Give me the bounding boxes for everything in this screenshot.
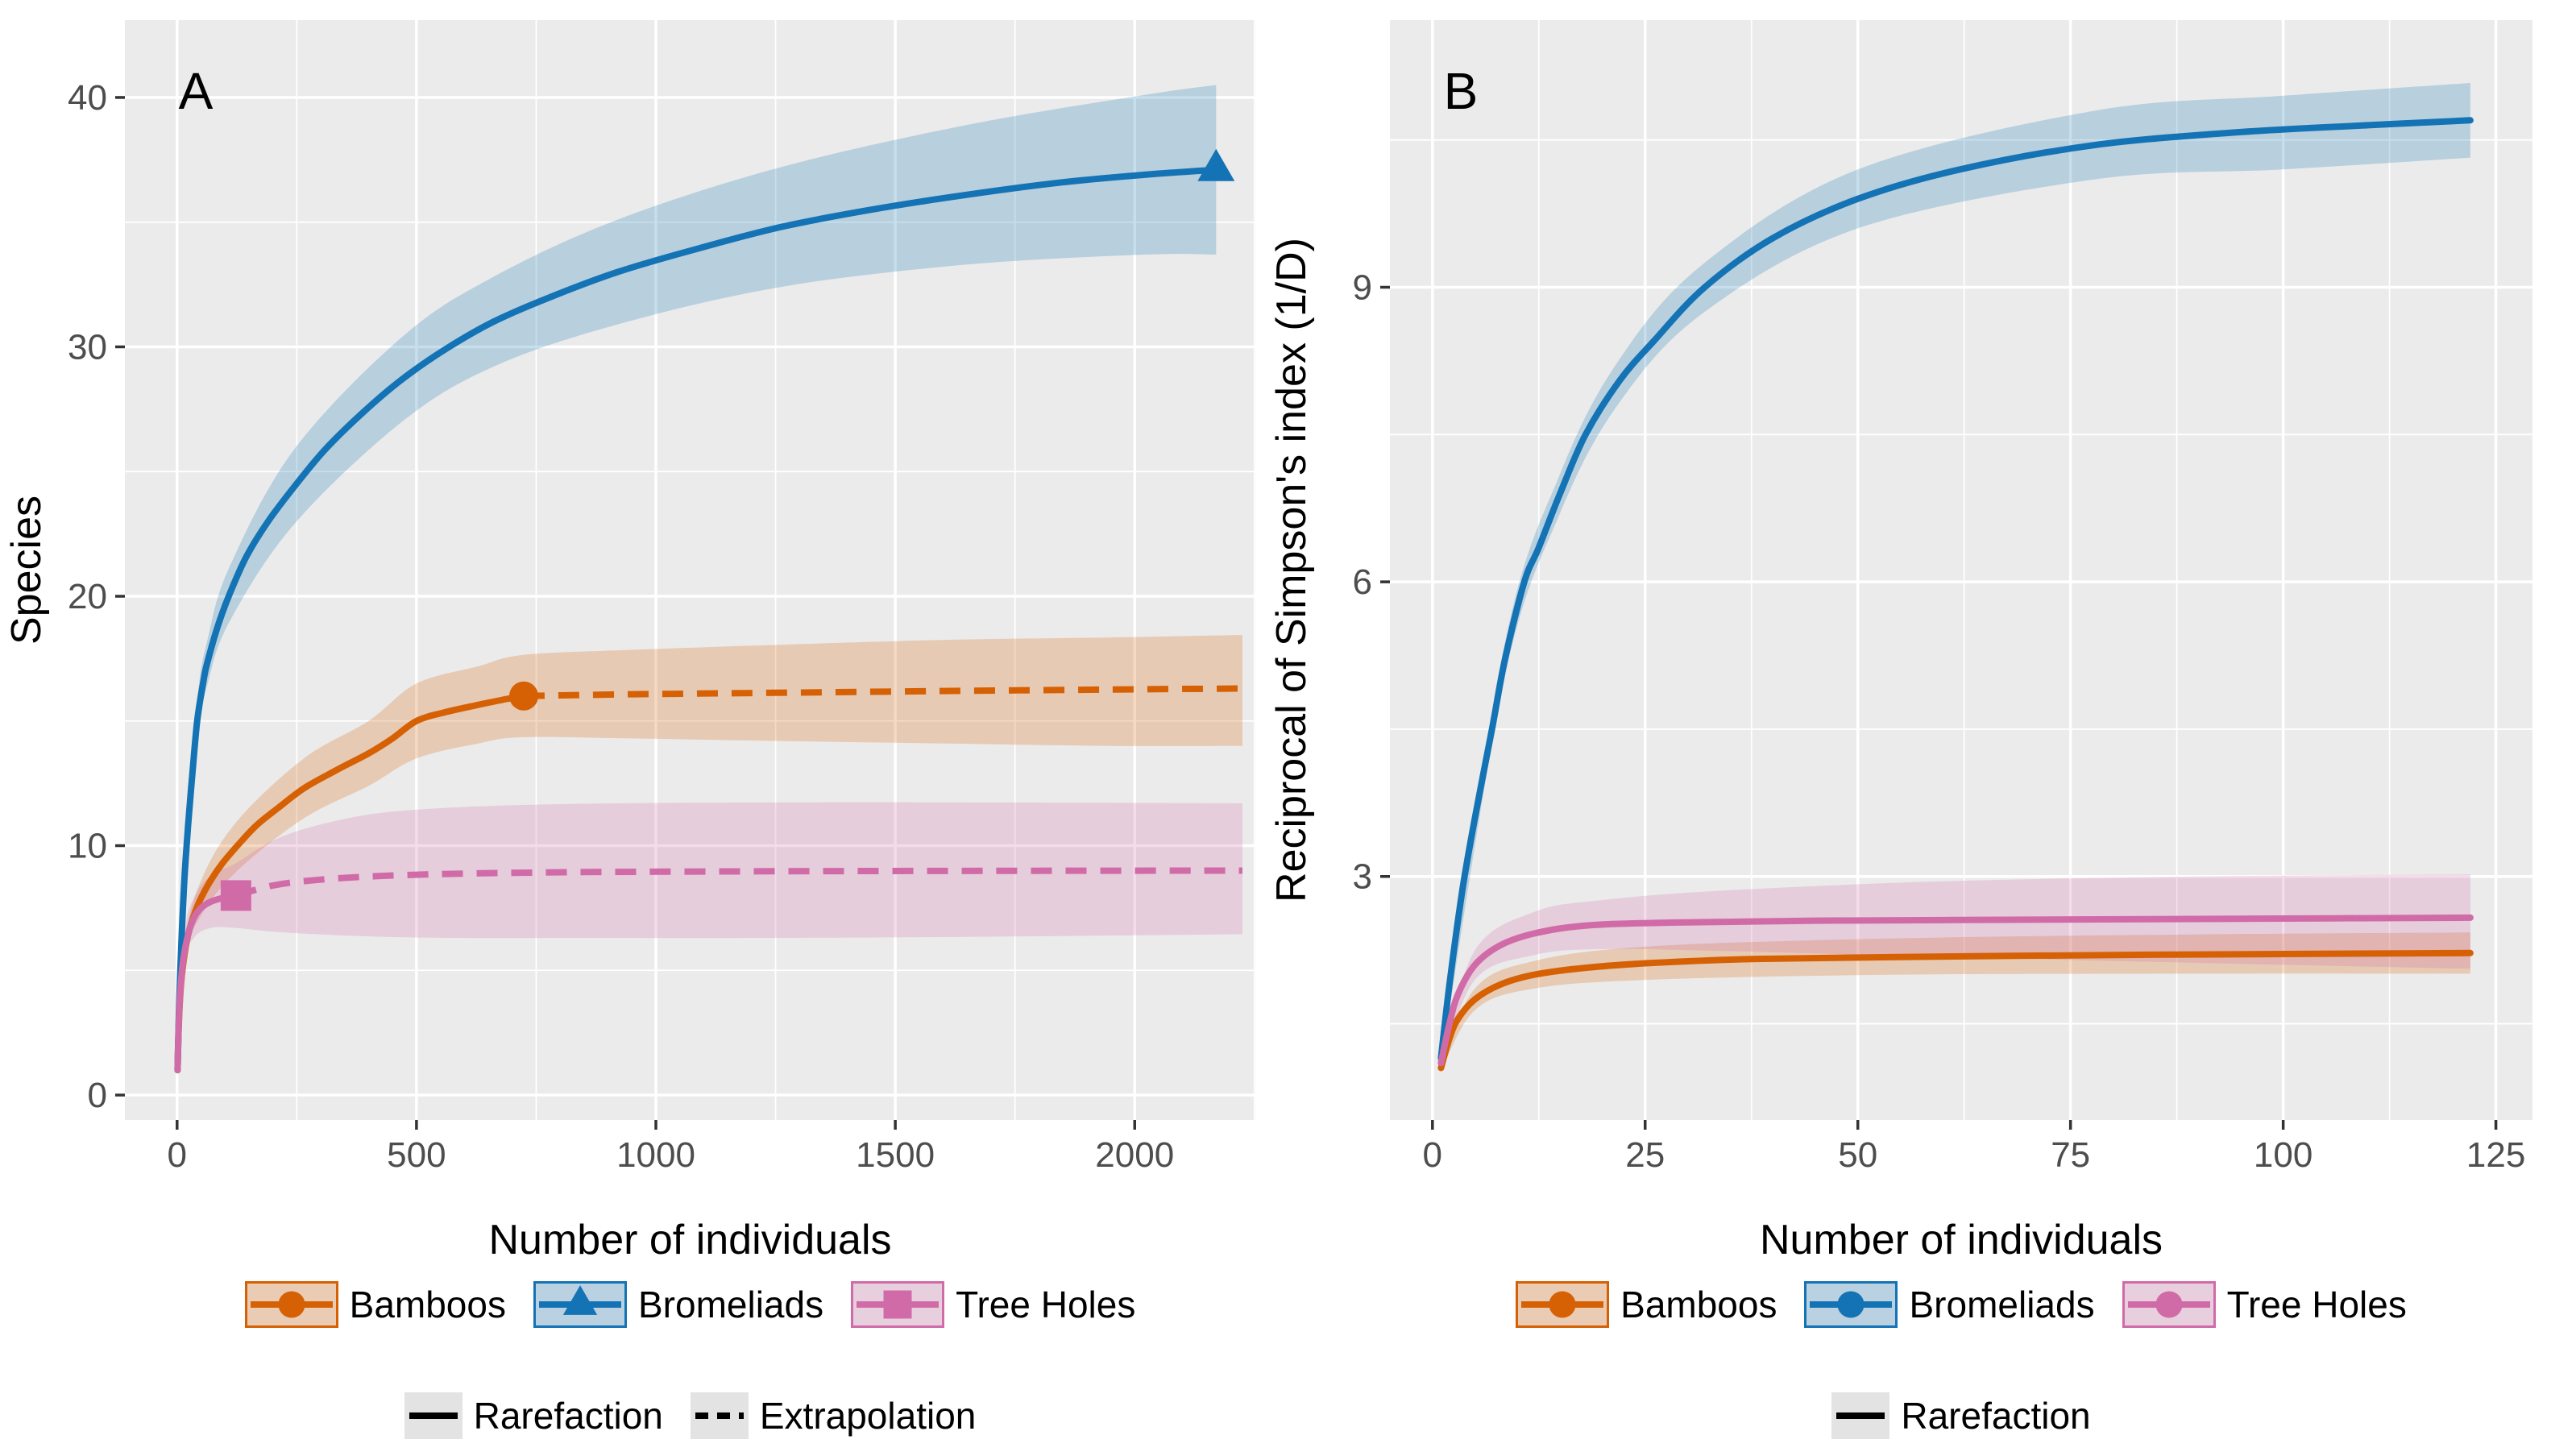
panel-a-series-legend: Bamboos Bromeliads Tree Holes (125, 1281, 1255, 1328)
panel-a-plot-background (125, 20, 1255, 1120)
panel-b: 0 25 50 75 100 125 3 6 9 Number of individuals Rec… (1268, 20, 2532, 1263)
panel-a-x-tick-label: 500 (387, 1135, 446, 1175)
panel-b-grid (1390, 20, 2532, 1120)
legend-item-extrapolation: Extrapolation (690, 1392, 977, 1439)
legend-item-rarefaction: Rarefaction (1831, 1392, 2091, 1439)
panel-b-bromeliads-rarefaction-line (1437, 117, 2474, 1062)
panel-b-linetype-legend: Rarefaction (1390, 1392, 2532, 1439)
legend-key-tree-holes (2122, 1281, 2216, 1328)
panel-b-x-tick-label: 0 (1423, 1135, 1442, 1175)
panel-a-x-tick-label: 0 (168, 1135, 187, 1175)
panel-a: 0 500 1000 1500 2000 0 10 20 30 40 Number of indiv… (3, 20, 1255, 1263)
legend-label-bromeliads: Bromeliads (637, 1284, 824, 1325)
panel-b-y-tick-label: 6 (1353, 562, 1372, 602)
panel-a-x-tick-label: 1000 (616, 1135, 695, 1175)
panel-a-bromeliads-confidence-band (177, 85, 1217, 1072)
panel-a-tree-holes-extrapolation-line (234, 867, 1243, 899)
panel-a-y-axis-title: Species (3, 496, 50, 645)
panel-a-x-axis-title: Number of individuals (488, 1217, 891, 1263)
panel-a-grid (125, 20, 1255, 1120)
legend-item-tree-holes: Tree Holes (851, 1281, 1135, 1328)
circle-icon (2155, 1291, 2183, 1318)
panel-b-x-tick-label: 100 (2254, 1135, 2312, 1175)
legend-label-tree-holes: Tree Holes (2226, 1284, 2407, 1325)
panel-b-x-axis-title: Number of individuals (1760, 1217, 2163, 1263)
legend-key-extrapolation (690, 1392, 749, 1439)
panel-b-series-legend: Bamboos Bromeliads Tree Holes (1390, 1281, 2532, 1328)
panel-a-bamboos-confidence-band (177, 635, 1242, 1072)
legend-key-tree-holes (851, 1281, 945, 1328)
panel-b-y-tick-label: 9 (1353, 268, 1372, 307)
panel-b-x-tick-label: 25 (1625, 1135, 1665, 1175)
circle-icon (1549, 1291, 1576, 1318)
panel-b-bamboos-confidence-band (1441, 932, 2470, 1072)
panel-a-y-tick-label: 10 (68, 826, 107, 865)
legend-key-bamboos (244, 1281, 338, 1328)
legend-label-rarefaction: Rarefaction (473, 1395, 663, 1437)
panel-a-bromeliads-marker (1197, 148, 1235, 181)
legend-label-extrapolation: Extrapolation (759, 1395, 977, 1437)
legend-item-bromeliads: Bromeliads (1804, 1281, 2095, 1328)
panel-b-y-tick-label: 3 (1353, 857, 1372, 897)
legend-label-rarefaction: Rarefaction (1901, 1395, 2091, 1437)
panel-a-linetype-legend: Rarefaction Extrapolation (125, 1392, 1255, 1439)
legend-key-rarefaction (404, 1392, 462, 1439)
legend-item-bamboos: Bamboos (1516, 1281, 1777, 1328)
panel-a-x-tick-label: 1500 (856, 1135, 935, 1175)
legend-key-rarefaction (1831, 1392, 1890, 1439)
legend-label-tree-holes: Tree Holes (956, 1284, 1136, 1325)
panel-a-bamboos-marker (509, 681, 539, 711)
panel-a-tree-holes-rarefaction-line (174, 892, 239, 1074)
legend-label-bamboos: Bamboos (349, 1284, 506, 1325)
circle-icon (1837, 1291, 1865, 1318)
panel-b-y-axis-title: Reciprocal of Simpson's index (1/D) (1268, 238, 1315, 902)
legend-key-bamboos (1516, 1281, 1610, 1328)
legend-item-bamboos: Bamboos (244, 1281, 506, 1328)
legend-key-bromeliads (533, 1281, 627, 1328)
legend-label-bromeliads: Bromeliads (1909, 1284, 2095, 1325)
panel-a-bamboos-extrapolation-line (523, 685, 1243, 699)
circle-icon (278, 1291, 305, 1318)
panel-a-y-tick-label: 20 (68, 577, 107, 616)
panel-b-x-tick-label: 125 (2466, 1135, 2525, 1175)
panel-b-label: B (1444, 62, 1479, 120)
legend-item-tree-holes: Tree Holes (2122, 1281, 2407, 1328)
legend-label-bamboos: Bamboos (1620, 1284, 1777, 1325)
panel-b-bamboos-rarefaction-line (1437, 949, 2474, 1072)
panel-a-y-tick-label: 30 (68, 327, 107, 367)
panel-a-tree-holes-marker (220, 880, 251, 911)
panel-a-y-tick-label: 40 (68, 78, 107, 118)
square-icon (883, 1290, 912, 1319)
panel-a-label: A (179, 62, 214, 120)
panel-b-x-tick-label: 50 (1838, 1135, 1877, 1175)
panel-b-plot-background (1390, 20, 2532, 1120)
legend-item-rarefaction: Rarefaction (404, 1392, 663, 1439)
legend-key-bromeliads (1804, 1281, 1898, 1328)
panel-b-tree-holes-rarefaction-line (1437, 914, 2474, 1067)
legend-item-bromeliads: Bromeliads (533, 1281, 823, 1328)
panel-a-y-tick-label: 0 (88, 1076, 107, 1115)
triangle-icon (562, 1285, 598, 1315)
panel-b-x-tick-label: 75 (2051, 1135, 2090, 1175)
panel-a-bromeliads-rarefaction-line (174, 166, 1220, 1074)
panel-a-x-tick-label: 2000 (1095, 1135, 1174, 1175)
